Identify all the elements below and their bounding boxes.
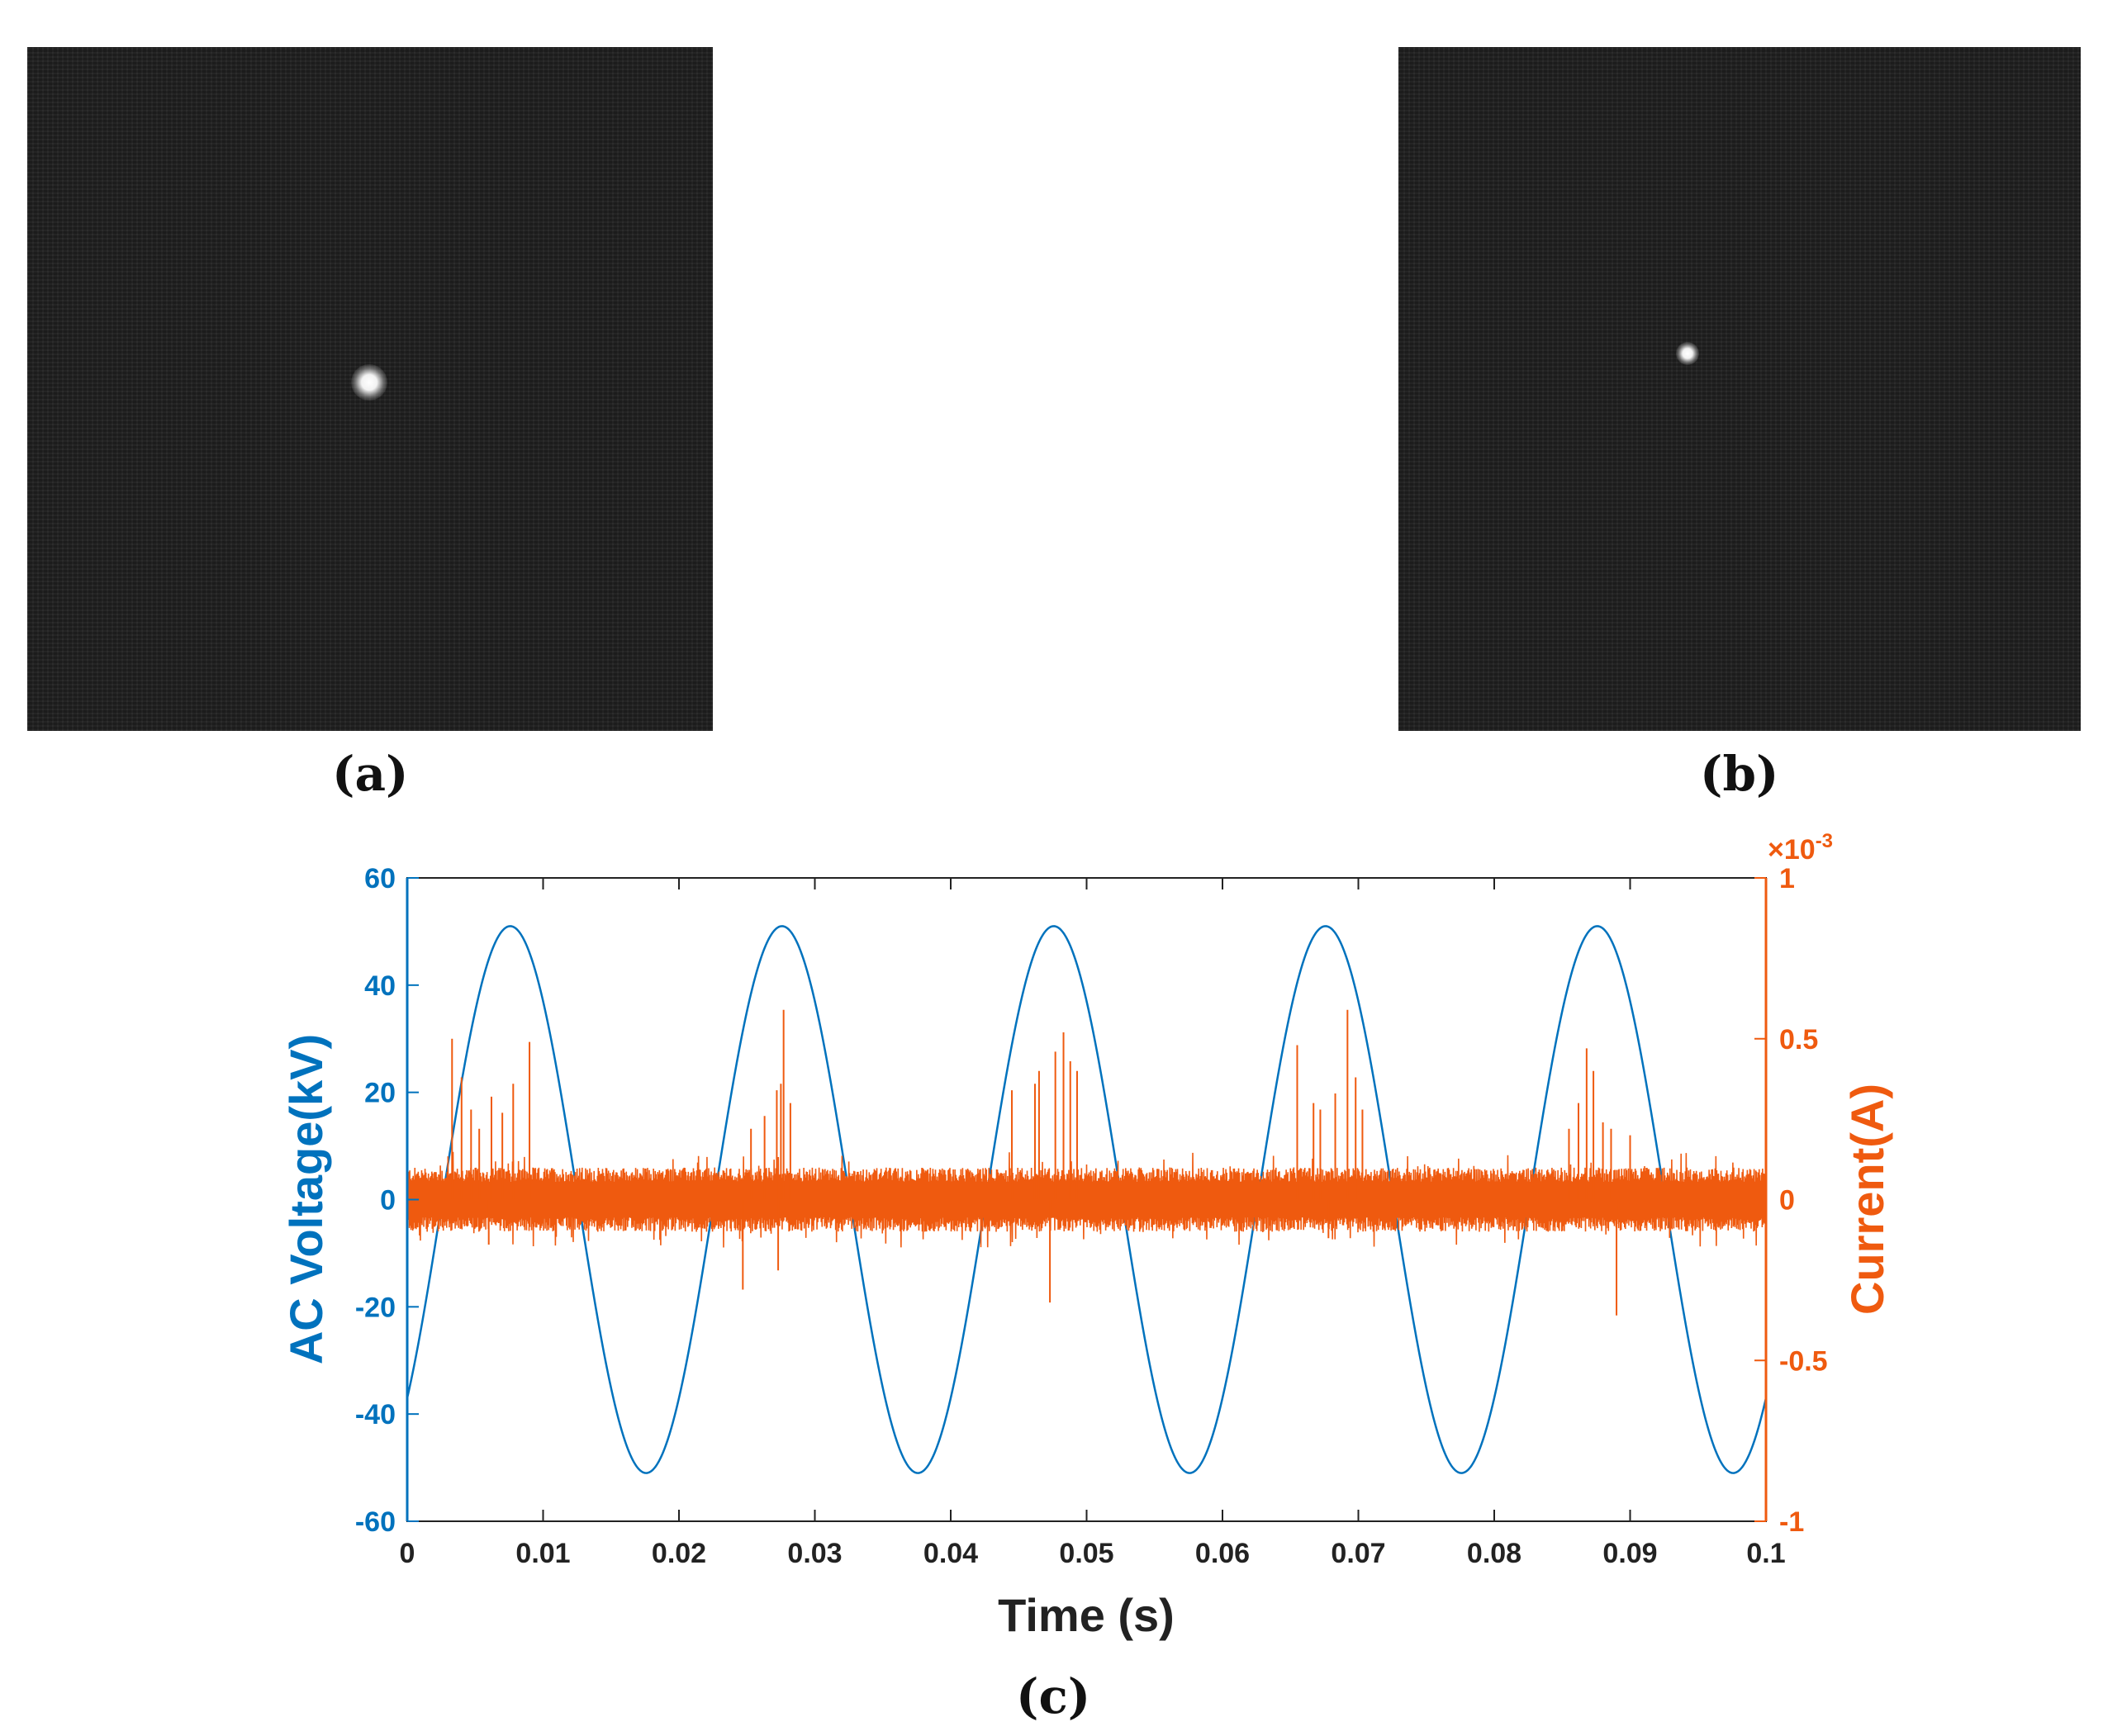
- x-tick-label: 0: [400, 1538, 415, 1569]
- x-tick-label: 0.02: [652, 1538, 706, 1569]
- y-right-exponent-base: ×10: [1768, 834, 1816, 866]
- y-left-tick-label: -60: [355, 1506, 396, 1538]
- y-right-tick-label: 0: [1779, 1185, 1795, 1217]
- y-right-tick-label: 0.5: [1779, 1024, 1818, 1055]
- x-tick-label: 0.07: [1331, 1538, 1385, 1569]
- y-right-axis-title: Current(A): [1841, 1084, 1893, 1315]
- x-tick-label: 0.08: [1467, 1538, 1521, 1569]
- x-tick-label: 0.09: [1602, 1538, 1657, 1569]
- y-right-tick-label: 1: [1779, 863, 1795, 894]
- y-right-exponent-label: ×10-3: [1768, 830, 1833, 866]
- y-right-tick-label: -0.5: [1779, 1345, 1828, 1377]
- panel-b-bright-spot: [1676, 342, 1699, 365]
- x-tick-label: 0.04: [923, 1538, 978, 1569]
- panel-a-bright-spot: [351, 364, 387, 401]
- panel-a-label: (a): [332, 746, 409, 802]
- y-left-axis-title: AC Voltage(kV): [280, 1034, 332, 1364]
- x-tick-label: 0.1: [1746, 1538, 1785, 1569]
- panel-a-image: [27, 47, 713, 731]
- y-left-tick-label: 60: [364, 863, 396, 894]
- panel-b-image: [1398, 47, 2081, 731]
- panel-c-label: (c): [1016, 1668, 1091, 1724]
- voltage-series-line: [406, 925, 1768, 1474]
- y-left-tick-label: 0: [380, 1185, 396, 1217]
- y-left-tick-label: -20: [355, 1292, 396, 1323]
- x-tick-label: 0.03: [787, 1538, 842, 1569]
- x-tick-label: 0.01: [515, 1538, 570, 1569]
- y-right-exponent-power: -3: [1816, 830, 1833, 852]
- y-right-tick-label: -1: [1779, 1506, 1804, 1538]
- x-tick-label: 0.05: [1059, 1538, 1113, 1569]
- x-axis-title: Time (s): [998, 1589, 1175, 1641]
- y-left-tick-label: 20: [364, 1078, 396, 1109]
- y-left-tick-label: -40: [355, 1399, 396, 1430]
- y-left-tick-label: 40: [364, 970, 396, 1002]
- x-tick-label: 0.06: [1195, 1538, 1250, 1569]
- current-noise-band: [406, 1151, 1767, 1248]
- panel-b-label: (b): [1700, 746, 1779, 802]
